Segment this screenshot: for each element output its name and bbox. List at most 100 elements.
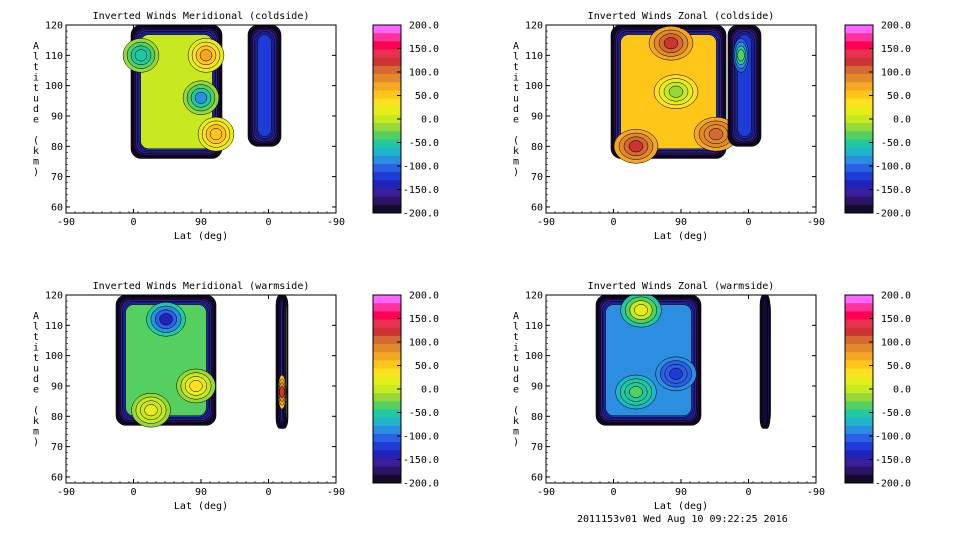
y-tick-label: 110 bbox=[525, 321, 543, 332]
colorbar-swatch bbox=[845, 155, 873, 165]
colorbar-tick-label: -50.0 bbox=[881, 138, 911, 149]
contour-blob bbox=[144, 404, 158, 417]
colorbar-swatch bbox=[845, 33, 873, 42]
colorbar-tick-label: 50.0 bbox=[415, 361, 439, 372]
chart-title: Inverted Winds Meridional (warmside) bbox=[93, 281, 310, 292]
colorbar-tick-label: -200.0 bbox=[875, 479, 911, 490]
x-tick-label: 90 bbox=[195, 217, 207, 228]
colorbar-tick-label: 0.0 bbox=[421, 115, 439, 126]
y-tick-label: 90 bbox=[51, 381, 63, 392]
colorbar-tick-label: -100.0 bbox=[403, 432, 439, 443]
colorbar-swatch bbox=[373, 450, 401, 459]
colorbar-tick-label: -100.0 bbox=[875, 162, 911, 173]
contour-region bbox=[257, 34, 272, 137]
y-tick-label: 100 bbox=[45, 81, 63, 92]
colorbar-tick-label: -50.0 bbox=[881, 408, 911, 419]
colorbar-swatch bbox=[845, 360, 873, 370]
colorbar-swatch bbox=[373, 319, 401, 329]
colorbar-tick-label: -150.0 bbox=[875, 455, 911, 466]
colorbar-swatch bbox=[373, 295, 401, 304]
contour-region bbox=[285, 304, 287, 420]
colorbar-swatch bbox=[373, 74, 401, 83]
x-tick-label: -90 bbox=[807, 487, 825, 498]
colorbar-swatch bbox=[845, 442, 873, 451]
x-tick-label: -90 bbox=[327, 217, 345, 228]
colorbar-swatch bbox=[845, 335, 873, 345]
x-tick-label: -90 bbox=[807, 217, 825, 228]
x-tick-label: 90 bbox=[675, 217, 687, 228]
colorbar-swatch bbox=[845, 319, 873, 329]
colorbar-tick-label: -200.0 bbox=[875, 209, 911, 220]
plot-area bbox=[610, 25, 762, 164]
colorbar-tick-label: 150.0 bbox=[409, 314, 439, 325]
chart-panel-3: -90 0 90 0 -90 120 110 100 90 80 70 60 Inverted Wind… bbox=[33, 281, 439, 512]
chart-title: Inverted Winds Meridional (coldside) bbox=[93, 11, 310, 22]
chart-title: Inverted Winds Zonal (coldside) bbox=[588, 11, 775, 22]
colorbar: 200.0 150.0 100.0 50.0 0.0 -50.0 -100.0 -150.0 -… bbox=[372, 291, 439, 490]
colorbar-swatch bbox=[373, 131, 401, 140]
x-tick-label: 90 bbox=[195, 487, 207, 498]
colorbar-swatch bbox=[373, 344, 401, 353]
colorbar-swatch bbox=[845, 433, 873, 443]
x-tick-label: 90 bbox=[675, 487, 687, 498]
colorbar-tick-label: -150.0 bbox=[403, 185, 439, 196]
colorbar-swatch bbox=[373, 180, 401, 189]
colorbar-swatch bbox=[373, 393, 401, 402]
colorbar-tick-label: 50.0 bbox=[887, 361, 911, 372]
colorbar-swatch bbox=[845, 303, 873, 312]
colorbar-swatch bbox=[373, 196, 401, 206]
colorbar-tick-label: 0.0 bbox=[421, 385, 439, 396]
chart-panel-2: -90 0 90 0 -90 120 110 100 90 80 70 60 Inverted Wind… bbox=[513, 11, 911, 242]
chart-title: Inverted Winds Zonal (warmside) bbox=[588, 281, 775, 292]
x-tick-label: 0 bbox=[610, 487, 616, 498]
y-tick-label: 80 bbox=[51, 412, 63, 423]
colorbar-swatch bbox=[373, 409, 401, 419]
x-axis-label: Lat (deg) bbox=[654, 231, 708, 242]
colorbar-tick-label: -50.0 bbox=[409, 408, 439, 419]
contour-blob bbox=[194, 91, 208, 104]
y-tick-label: 110 bbox=[45, 51, 63, 62]
contour-blob bbox=[279, 386, 285, 399]
colorbar-tick-label: 150.0 bbox=[409, 44, 439, 55]
colorbar-swatch bbox=[845, 123, 873, 132]
colorbar-swatch bbox=[845, 147, 873, 157]
y-tick-label: 80 bbox=[531, 142, 543, 153]
contour-blob bbox=[209, 128, 223, 141]
colorbar-swatch bbox=[373, 417, 401, 427]
colorbar-swatch bbox=[373, 57, 401, 67]
colorbar: 200.0 150.0 100.0 50.0 0.0 -50.0 -100.0 -150.0 -… bbox=[844, 291, 911, 490]
colorbar-swatch bbox=[373, 458, 401, 468]
colorbar-swatch bbox=[845, 139, 873, 149]
colorbar-swatch bbox=[845, 65, 873, 75]
colorbar-tick-label: 150.0 bbox=[881, 314, 911, 325]
colorbar-swatch bbox=[845, 384, 873, 394]
colorbar-swatch bbox=[373, 433, 401, 443]
x-tick-label: -90 bbox=[57, 487, 75, 498]
x-axis-label: Lat (deg) bbox=[654, 501, 708, 512]
colorbar-swatch bbox=[845, 90, 873, 100]
colorbar-swatch bbox=[373, 327, 401, 337]
chart-panel-1: -90 0 90 0 -90 120 110 100 90 80 70 60 Inverted Wind… bbox=[33, 11, 439, 242]
y-tick-label: 90 bbox=[531, 111, 543, 122]
x-tick-label: 0 bbox=[130, 487, 136, 498]
colorbar-tick-label: -100.0 bbox=[875, 432, 911, 443]
colorbar-swatch bbox=[845, 393, 873, 402]
colorbar-tick-label: -150.0 bbox=[875, 185, 911, 196]
colorbar-swatch bbox=[845, 458, 873, 468]
colorbar-tick-label: 0.0 bbox=[893, 385, 911, 396]
plot-area bbox=[115, 295, 289, 429]
colorbar-tick-label: -50.0 bbox=[409, 138, 439, 149]
colorbar-swatch bbox=[845, 172, 873, 181]
colorbar-swatch bbox=[845, 25, 873, 34]
contour-blob bbox=[634, 304, 648, 317]
y-tick-label: 110 bbox=[45, 321, 63, 332]
y-tick-label: 70 bbox=[531, 172, 543, 183]
colorbar-swatch bbox=[373, 106, 401, 116]
colorbar-swatch bbox=[373, 425, 401, 435]
colorbar-swatch bbox=[845, 98, 873, 108]
colorbar-swatch bbox=[845, 74, 873, 83]
colorbar-tick-label: 200.0 bbox=[881, 291, 911, 302]
colorbar-swatch bbox=[373, 41, 401, 51]
